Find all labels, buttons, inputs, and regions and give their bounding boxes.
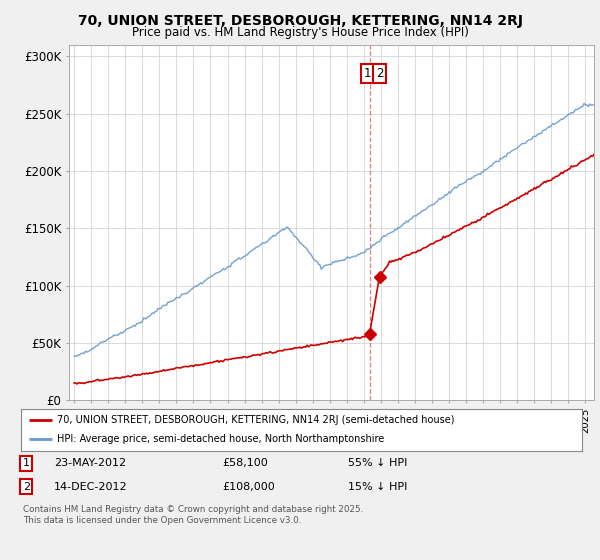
Text: 23-MAY-2012: 23-MAY-2012 [54, 458, 126, 468]
Text: 14-DEC-2012: 14-DEC-2012 [54, 482, 128, 492]
Text: 70, UNION STREET, DESBOROUGH, KETTERING, NN14 2RJ: 70, UNION STREET, DESBOROUGH, KETTERING,… [77, 14, 523, 28]
Text: 1: 1 [23, 458, 30, 468]
Text: 15% ↓ HPI: 15% ↓ HPI [348, 482, 407, 492]
Text: Contains HM Land Registry data © Crown copyright and database right 2025.
This d: Contains HM Land Registry data © Crown c… [23, 505, 363, 525]
Text: 55% ↓ HPI: 55% ↓ HPI [348, 458, 407, 468]
Text: Price paid vs. HM Land Registry's House Price Index (HPI): Price paid vs. HM Land Registry's House … [131, 26, 469, 39]
Text: £58,100: £58,100 [222, 458, 268, 468]
Text: 2: 2 [23, 482, 30, 492]
Text: 2: 2 [376, 67, 383, 80]
Text: HPI: Average price, semi-detached house, North Northamptonshire: HPI: Average price, semi-detached house,… [58, 435, 385, 445]
Text: £108,000: £108,000 [222, 482, 275, 492]
Text: 70, UNION STREET, DESBOROUGH, KETTERING, NN14 2RJ (semi-detached house): 70, UNION STREET, DESBOROUGH, KETTERING,… [58, 415, 455, 425]
Text: 1: 1 [364, 67, 371, 80]
